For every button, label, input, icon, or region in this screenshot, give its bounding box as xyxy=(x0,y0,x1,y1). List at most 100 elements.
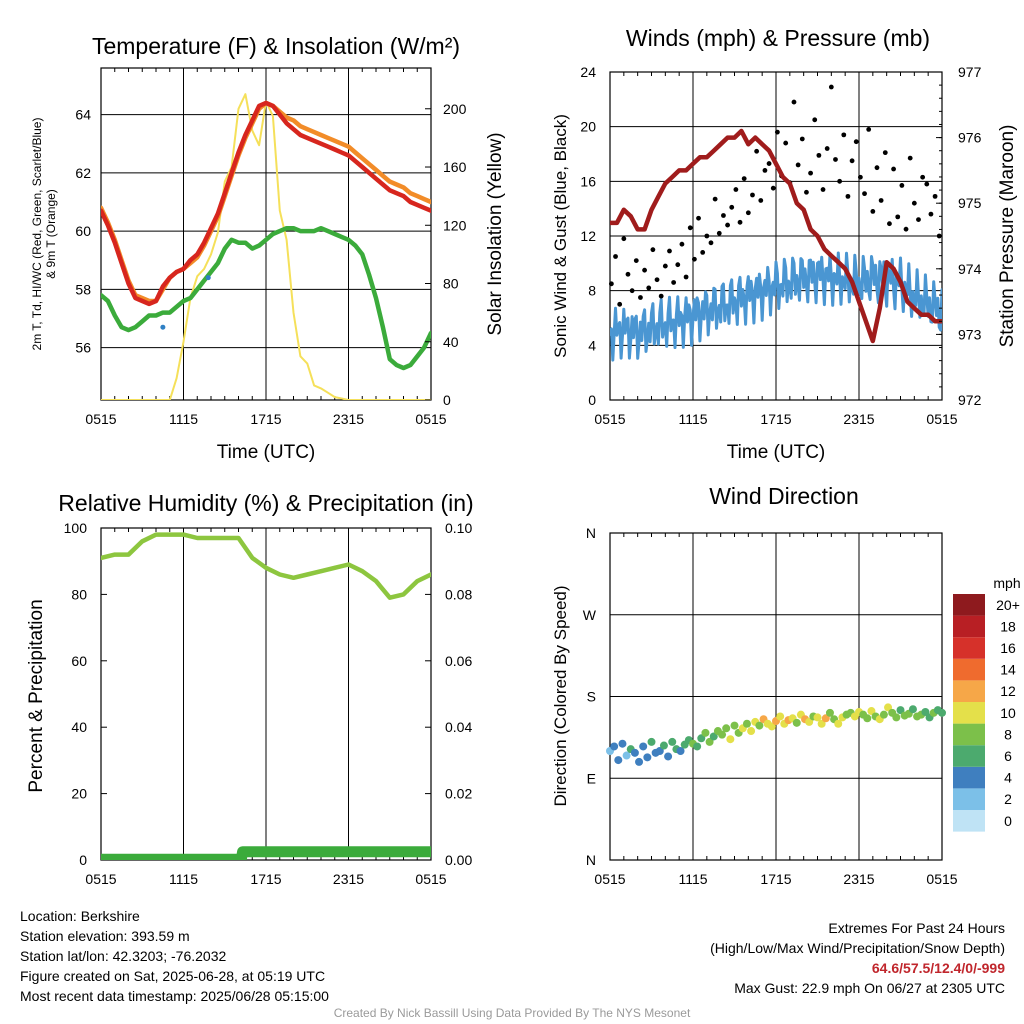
gust-point xyxy=(654,277,660,283)
gust-point xyxy=(646,285,652,291)
gust-point xyxy=(696,215,701,221)
gust-point xyxy=(725,222,730,228)
direction-point xyxy=(834,719,843,728)
direction-point xyxy=(908,705,917,714)
direction-point xyxy=(921,707,930,716)
legend-swatch xyxy=(953,637,985,659)
y-left-axis-label: Percent & Precipitation xyxy=(26,599,47,792)
direction-point xyxy=(747,727,756,736)
gust-point xyxy=(658,293,664,299)
gust-point xyxy=(613,254,618,259)
x-tick-label: 0515 xyxy=(415,411,446,427)
direction-point xyxy=(805,717,814,726)
gust-point xyxy=(671,280,677,285)
legend-swatch xyxy=(953,702,985,724)
gust-point xyxy=(833,157,838,162)
gust-point xyxy=(745,210,751,216)
gust-point xyxy=(849,158,855,164)
gust-point xyxy=(700,250,706,255)
y-right-axis-label: Station Pressure (Maroon) xyxy=(997,125,1018,348)
gust-point xyxy=(754,148,760,154)
y-axis-label: Direction (Colored By Speed) xyxy=(551,585,570,806)
extremes-title: Extremes For Past 24 Hours xyxy=(828,920,1005,936)
x-tick-label: 2315 xyxy=(333,411,364,427)
y-left-tick-label: 0 xyxy=(79,852,87,868)
gust-point xyxy=(804,189,809,195)
gust-point xyxy=(820,187,826,192)
legend-swatch xyxy=(953,594,985,616)
direction-point xyxy=(726,735,735,744)
gust-point xyxy=(741,176,747,182)
y-tick-label: W xyxy=(583,607,597,623)
x-tick-label: 1115 xyxy=(678,411,707,427)
gust-point xyxy=(675,262,681,268)
direction-point xyxy=(938,708,946,717)
x-tick-label: 1715 xyxy=(760,411,791,427)
gust-point xyxy=(783,140,789,146)
max-gust: Max Gust: 22.9 mph On 06/27 at 2305 UTC xyxy=(734,980,1005,996)
direction-point xyxy=(659,741,668,750)
y-left-tick-label: 100 xyxy=(64,520,88,536)
legend-label: 2 xyxy=(1004,791,1012,807)
y-left-tick-label: 40 xyxy=(71,719,87,735)
gust-point xyxy=(721,213,726,218)
y-tick-label: N xyxy=(586,525,596,541)
gust-point xyxy=(629,288,635,294)
gust-point xyxy=(907,155,913,161)
y-tick-label: E xyxy=(587,770,596,786)
y-left-tick-label: 60 xyxy=(71,653,87,669)
gust-point xyxy=(916,217,921,223)
direction-point xyxy=(722,724,731,733)
legend-label: 10 xyxy=(1000,705,1016,721)
winds-frame xyxy=(609,71,943,401)
gust-point xyxy=(679,241,685,247)
direction-point xyxy=(668,737,677,746)
y-left-tick-label: 4 xyxy=(588,337,596,353)
chart-title: Temperature (F) & Insolation (W/m²) xyxy=(92,33,460,59)
legend-label: 20+ xyxy=(996,597,1020,613)
legend-label: 18 xyxy=(1000,618,1016,634)
legend-label: 6 xyxy=(1004,748,1012,764)
legend-swatch xyxy=(953,745,985,767)
y-tick-label: N xyxy=(586,852,596,868)
gust-point xyxy=(633,258,639,263)
direction-point xyxy=(817,719,826,728)
direction-point xyxy=(618,739,627,748)
gust-point xyxy=(791,99,797,105)
y-right-tick-label: 0.08 xyxy=(445,586,472,602)
y-right-tick-label: 80 xyxy=(443,276,459,292)
direction-point xyxy=(639,742,648,751)
x-tick-label: 0515 xyxy=(85,871,116,887)
y-left-axis-label: Sonic Wind & Gust (Blue, Black) xyxy=(551,114,570,358)
gust-point xyxy=(642,267,647,273)
x-tick-label: 1715 xyxy=(250,871,281,887)
legend-label: 8 xyxy=(1004,726,1012,742)
gust-point xyxy=(667,248,672,254)
legend-swatch xyxy=(953,680,985,702)
direction-point xyxy=(647,737,656,746)
gust-point xyxy=(870,209,876,214)
gust-point xyxy=(928,211,934,217)
x-tick-label: 2315 xyxy=(333,871,364,887)
y-right-tick-label: 0.10 xyxy=(445,520,472,536)
x-tick-label: 1115 xyxy=(169,411,198,427)
direction-point xyxy=(767,722,776,731)
direction-frame xyxy=(609,532,943,861)
gust-point xyxy=(758,198,764,203)
gust-point xyxy=(729,204,735,210)
extremes-values: 64.6/57.5/12.4/0/-999 xyxy=(871,960,1005,976)
gust-point xyxy=(812,117,818,123)
gust-point xyxy=(774,129,780,135)
x-tick-label: 0515 xyxy=(926,411,957,427)
heat-index-point xyxy=(205,275,211,281)
series-relative-humidity xyxy=(101,532,431,600)
winds-plot: 0 4 8 12 16 20 24 972 973 974 975 976 977 0515 1115 171… xyxy=(551,25,1018,463)
x-axis-label: Time (UTC) xyxy=(727,442,826,463)
direction-point xyxy=(867,707,876,716)
temperature-frame xyxy=(100,67,432,401)
gust-point xyxy=(712,196,718,202)
gust-point xyxy=(625,271,631,277)
y-left-tick-label: 0 xyxy=(588,392,596,408)
station-latlon: Station lat/lon: 42.3203; -76.2032 xyxy=(20,948,227,964)
gust-point xyxy=(617,301,623,307)
